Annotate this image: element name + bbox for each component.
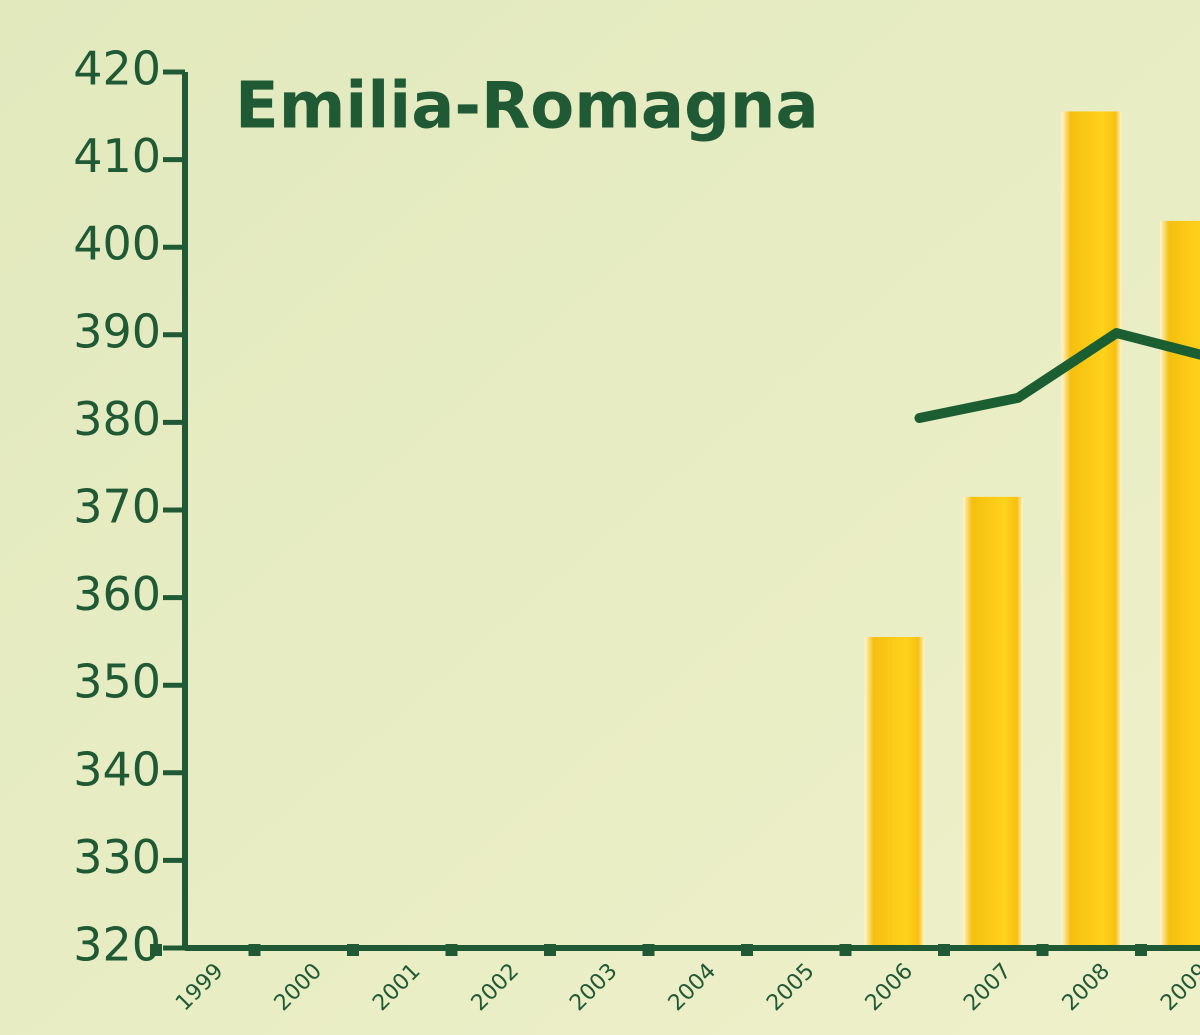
y-tick-label: 350 [73, 655, 161, 709]
x-tick [642, 944, 655, 956]
y-tick-label: 370 [73, 480, 161, 534]
line [914, 328, 1200, 424]
x-tick [1135, 944, 1147, 956]
x-tick [839, 944, 852, 956]
y-tick-label: 340 [73, 742, 161, 796]
bar [1061, 111, 1122, 949]
bar [864, 637, 925, 948]
y-tick-label: 390 [73, 304, 161, 358]
y-tick-label: 330 [73, 830, 161, 884]
x-tick [544, 944, 556, 956]
x-tick [347, 944, 359, 956]
y-tick-label: 360 [73, 567, 161, 621]
bar [1160, 220, 1200, 949]
x-tick [1036, 944, 1049, 956]
x-tick [248, 944, 261, 956]
chart-title: Emilia-Romagna [235, 70, 819, 144]
y-tick-label: 410 [73, 129, 161, 183]
y-tick-label: 380 [73, 392, 161, 446]
x-tick [445, 944, 458, 956]
bar [963, 496, 1023, 948]
y-tick-label: 420 [73, 42, 161, 96]
y-tick-label: 400 [73, 217, 161, 271]
x-tick [150, 944, 162, 956]
x-tick [938, 944, 950, 956]
y-tick-label: 320 [73, 918, 161, 972]
x-tick [741, 944, 753, 956]
